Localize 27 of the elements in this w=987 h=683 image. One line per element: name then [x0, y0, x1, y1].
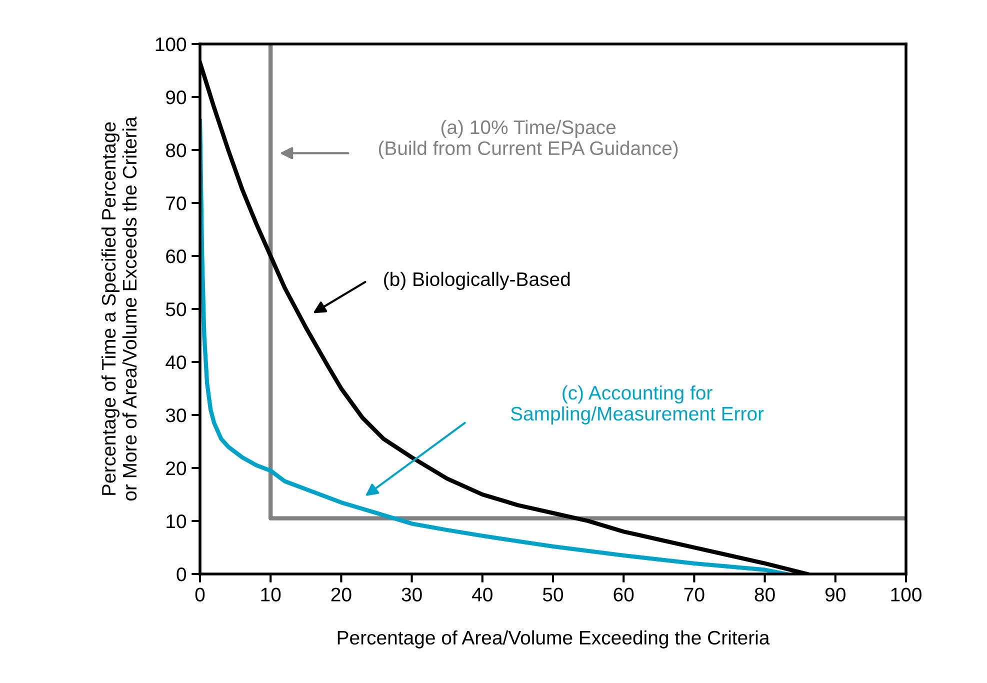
x-tick-label: 90 [826, 588, 846, 602]
x-tick-label: 20 [331, 588, 352, 602]
x-tick-label: 10 [261, 588, 281, 602]
y-tick-label: 10 [166, 514, 186, 528]
x-tick-label: 70 [684, 588, 704, 602]
annotation: (a) 10% Time/Space (Build from Current EPA Guidance) [378, 120, 678, 159]
x-tick-label: 100 [891, 588, 922, 602]
y-axis-title: Percentage of Time a Specified Percentage or More of Area/Volume Exceeds the Criteria [101, 116, 137, 501]
x-tick-label: 40 [472, 588, 492, 602]
y-tick-label: 40 [166, 355, 186, 370]
y-tick-label: 90 [166, 90, 186, 104]
x-axis-title: Percentage of Area/Volume Exceeding the Criteria [338, 630, 770, 648]
x-tick-label: 80 [754, 588, 775, 602]
y-tick-label: 70 [166, 196, 186, 210]
y-tick-label: 30 [166, 408, 186, 422]
x-tick-label: 50 [542, 588, 564, 602]
y-tick-label: 60 [166, 249, 186, 264]
y-tick-label: 80 [166, 143, 186, 158]
x-tick-label: 0 [195, 588, 205, 602]
x-tick-label: 60 [614, 588, 634, 602]
y-tick-label: 0 [176, 567, 186, 582]
y-tick-label: 20 [166, 461, 186, 476]
y-tick-label: 50 [166, 302, 186, 316]
annotation: (c) Accounting for Sampling/Measurement Error [510, 385, 764, 424]
y-tick-label: 100 [156, 37, 186, 52]
annotation: (b) Biologically-Based [384, 272, 570, 290]
x-tick-label: 30 [402, 588, 422, 602]
